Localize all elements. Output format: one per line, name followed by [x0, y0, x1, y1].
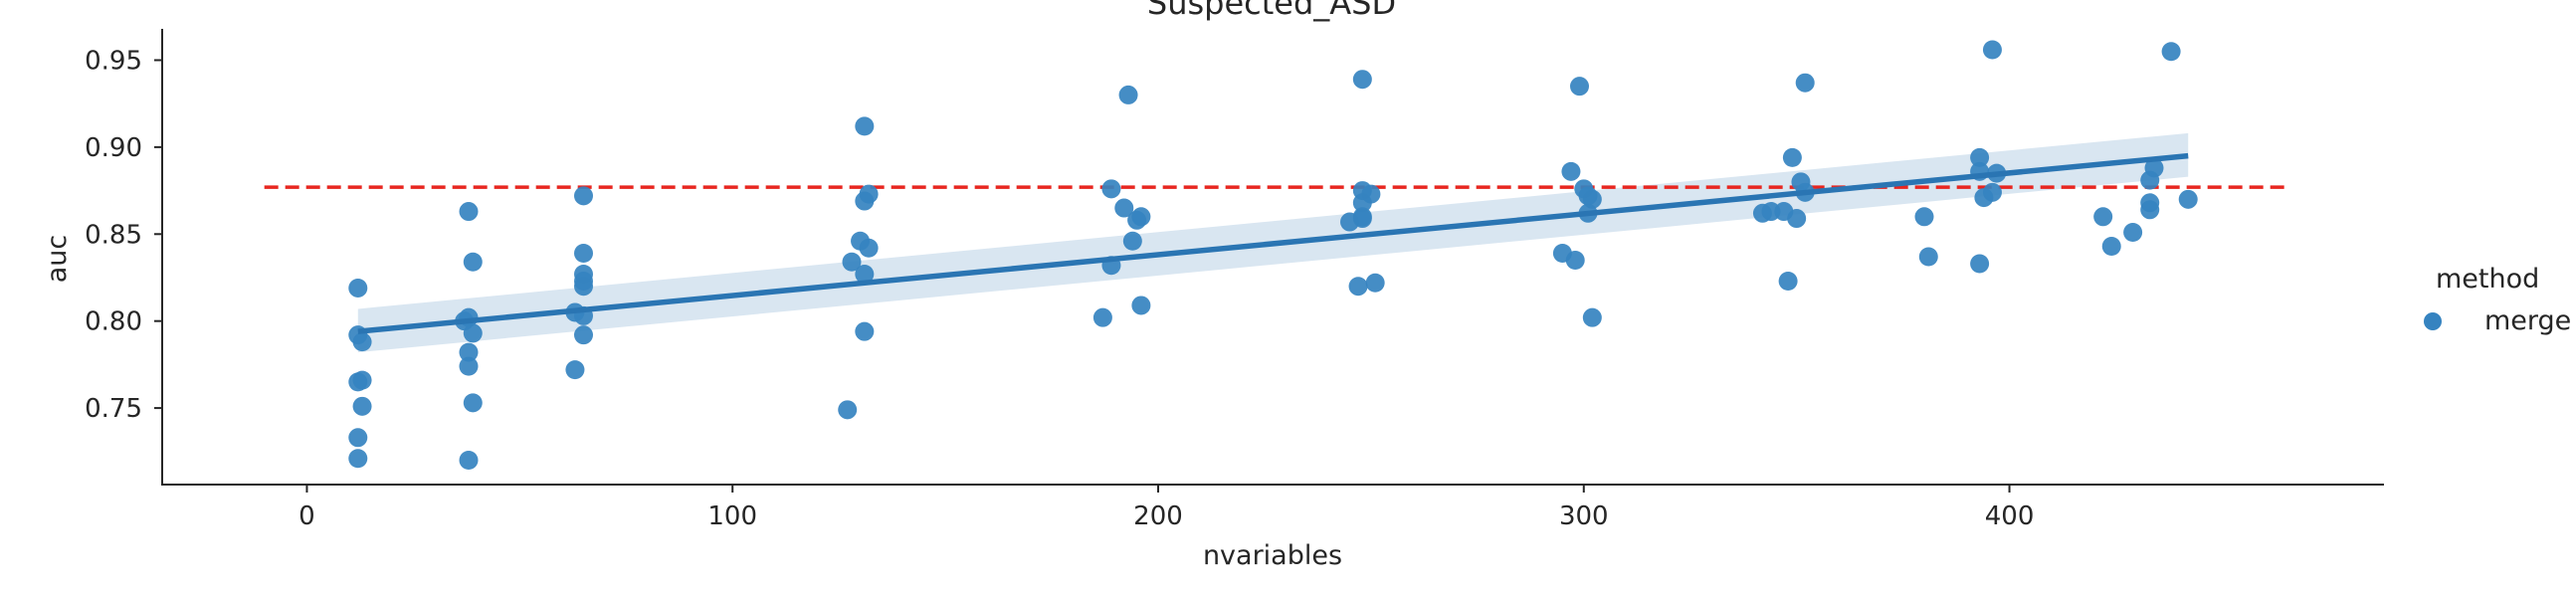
- y-tick-label: 0.85: [85, 220, 142, 250]
- x-tick-label: 300: [1559, 501, 1609, 531]
- data-point: [1352, 193, 1372, 213]
- data-point: [838, 400, 858, 420]
- data-point: [1352, 209, 1372, 229]
- data-point: [459, 342, 479, 362]
- data-point: [574, 186, 593, 206]
- y-tick-label: 0.75: [85, 394, 142, 424]
- y-tick-label: 0.90: [85, 133, 142, 163]
- data-point: [2101, 237, 2121, 257]
- data-point: [2178, 189, 2198, 209]
- data-point: [1114, 198, 1134, 218]
- data-point: [463, 323, 483, 343]
- data-point: [1970, 254, 1990, 274]
- x-tick-label: 100: [707, 501, 757, 531]
- data-point: [855, 116, 875, 136]
- data-point: [565, 360, 585, 380]
- data-point: [459, 451, 479, 471]
- data-point: [1970, 147, 1990, 167]
- data-point: [352, 332, 372, 352]
- data-point: [352, 396, 372, 416]
- data-point: [855, 191, 875, 211]
- y-tick-label: 0.80: [85, 307, 142, 337]
- data-point: [1092, 307, 1112, 327]
- x-tick-label: 400: [1985, 501, 2035, 531]
- x-tick-label: 0: [298, 501, 315, 531]
- data-point: [463, 393, 483, 413]
- data-point: [855, 321, 875, 341]
- data-point: [1982, 40, 2002, 60]
- data-point: [1914, 207, 1934, 227]
- data-point: [1561, 161, 1581, 181]
- data-point: [574, 325, 593, 345]
- data-point: [459, 202, 479, 222]
- data-point: [1122, 231, 1142, 251]
- data-point: [348, 428, 368, 448]
- data-point: [1565, 250, 1585, 270]
- data-point: [2140, 170, 2160, 190]
- data-point: [352, 370, 372, 390]
- data-point: [2140, 200, 2160, 220]
- data-point: [2123, 223, 2143, 243]
- data-point: [1131, 207, 1151, 227]
- ticks: 0 100 200 300 400 0.75 0.80 0.85 0.90 0.95: [85, 46, 2034, 531]
- x-axis-label: nvariables: [1203, 540, 1342, 571]
- chart-title: Suspected_ASD: [1147, 0, 1396, 22]
- data-point: [1795, 73, 1815, 93]
- data-point: [1974, 188, 1994, 208]
- legend-title: method: [2436, 264, 2539, 295]
- data-point: [1348, 277, 1368, 297]
- data-point: [1352, 70, 1372, 90]
- y-axis-label: auc: [42, 235, 73, 284]
- data-point: [1782, 147, 1802, 167]
- regression-line: [357, 152, 2189, 334]
- data-point: [459, 356, 479, 376]
- data-point: [1118, 85, 1138, 104]
- data-point: [1131, 296, 1151, 315]
- data-point: [1570, 77, 1589, 97]
- data-point: [2093, 207, 2113, 227]
- data-point: [1365, 273, 1385, 293]
- data-point: [1778, 271, 1798, 291]
- data-point: [859, 238, 879, 258]
- data-point: [348, 278, 368, 298]
- data-point: [463, 252, 483, 272]
- data-point: [1582, 307, 1602, 327]
- data-point: [1787, 209, 1807, 229]
- data-point: [348, 449, 368, 469]
- data-point: [2161, 42, 2181, 62]
- data-point: [574, 277, 593, 297]
- legend-marker-merge: [2424, 312, 2442, 330]
- y-tick-label: 0.95: [85, 46, 142, 76]
- data-point: [1918, 247, 1938, 267]
- plot-area: [264, 40, 2286, 471]
- data-point: [1101, 179, 1121, 199]
- x-tick-label: 200: [1133, 501, 1183, 531]
- data-point: [842, 252, 862, 272]
- legend-entry-merge: merge: [2484, 305, 2571, 336]
- data-point: [574, 244, 593, 264]
- data-point: [855, 264, 875, 284]
- legend: method merge: [2424, 264, 2571, 336]
